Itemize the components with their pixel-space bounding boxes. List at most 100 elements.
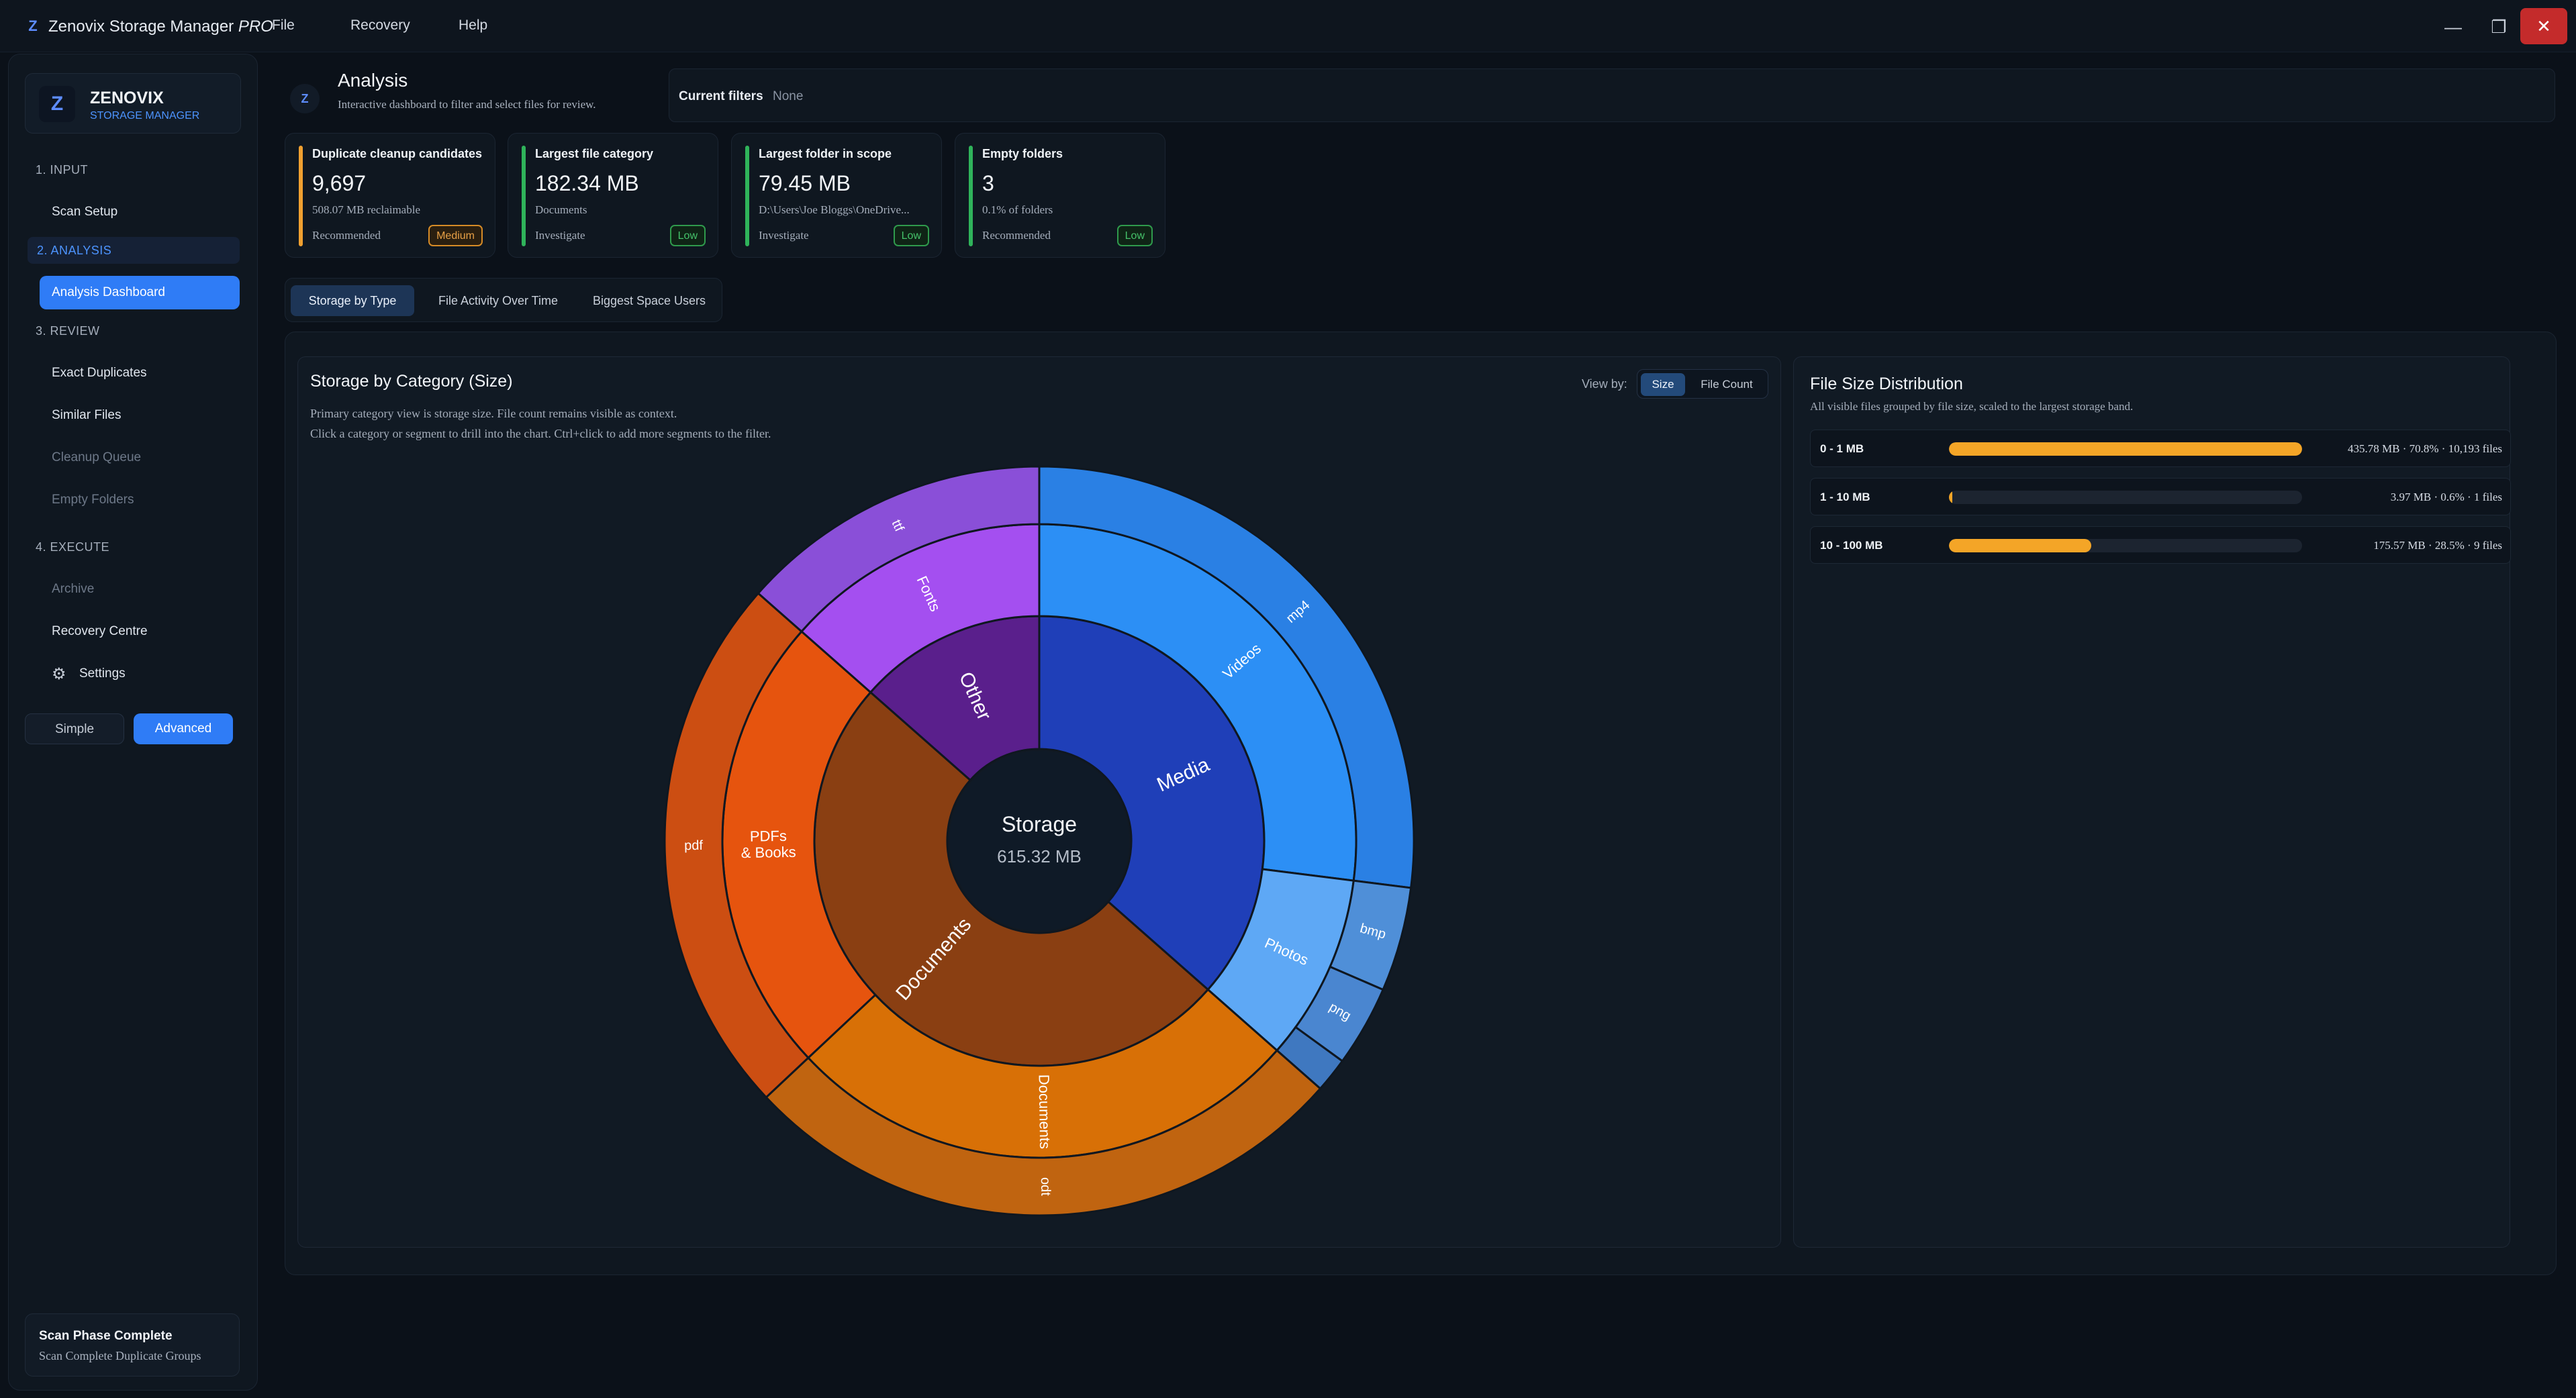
row-bar-fill <box>1949 491 1952 504</box>
sidebar-item-similar-files[interactable]: Similar Files <box>52 408 122 422</box>
kpi-duplicates[interactable]: Duplicate cleanup candidates 9,697 508.0… <box>285 133 495 258</box>
app-title: Zenovix Storage Manager PRO <box>48 17 273 36</box>
priority-badge: Low <box>1116 225 1153 246</box>
kpi-action: Investigate <box>759 229 809 242</box>
tab-biggest-space-users[interactable]: Biggest Space Users <box>592 294 706 307</box>
kpi-subtitle: 0.1% of folders <box>982 203 1053 216</box>
viewby-label: View by: <box>1582 377 1627 391</box>
kpi-accent <box>969 146 973 246</box>
row-label: 10 - 100 MB <box>1820 539 1883 552</box>
kpi-accent <box>745 146 749 246</box>
storage-chart-card: Media Documents Other Videos Photos Documents… <box>297 356 1781 1248</box>
filters-label: Current filters <box>679 89 763 103</box>
filters-value: None <box>773 89 804 103</box>
chart-title: Storage by Category (Size) <box>310 372 513 391</box>
restore-icon[interactable]: ❐ <box>2491 17 2507 37</box>
row-label: 0 - 1 MB <box>1820 442 1864 455</box>
kpi-value: 9,697 <box>312 171 367 195</box>
scan-status-card: Scan Phase Complete Scan Complete Duplic… <box>25 1313 240 1377</box>
close-icon[interactable]: ✕ <box>2520 8 2567 44</box>
sidebar-item-analysis-dashboard[interactable]: Analysis Dashboard <box>40 276 240 309</box>
page-title: Analysis <box>338 70 408 91</box>
mode-advanced-button[interactable]: Advanced <box>134 713 233 744</box>
status-subtitle: Scan Complete Duplicate Groups <box>39 1349 201 1362</box>
sidebar-item-settings[interactable]: Settings <box>79 666 126 681</box>
row-value: 175.57 MB · 28.5% · 9 files <box>2373 539 2502 552</box>
menu-help[interactable]: Help <box>459 17 488 33</box>
view-tabs: Storage by Type File Activity Over Time … <box>285 278 722 322</box>
viewby-toggle: Size File Count <box>1637 369 1768 399</box>
kpi-action: Recommended <box>312 229 381 242</box>
sunburst-label: pdf <box>684 838 704 853</box>
section-review: 3. REVIEW <box>36 324 100 338</box>
brand-logo-icon: Z <box>39 86 75 122</box>
sidebar-item-exact-duplicates[interactable]: Exact Duplicates <box>52 366 147 380</box>
tab-file-activity[interactable]: File Activity Over Time <box>438 294 559 307</box>
priority-badge: Low <box>669 225 706 246</box>
kpi-title: Duplicate cleanup candidates <box>312 147 483 160</box>
sidebar-item-empty-folders[interactable]: Empty Folders <box>52 493 134 507</box>
distribution-title: File Size Distribution <box>1810 375 1963 393</box>
minimize-icon[interactable]: — <box>2444 17 2462 37</box>
sunburst-center[interactable] <box>949 751 1129 931</box>
sidebar-item-scan-setup[interactable]: Scan Setup <box>52 205 118 219</box>
row-bar <box>1949 442 2302 456</box>
sidebar-item-recovery-centre[interactable]: Recovery Centre <box>52 624 148 638</box>
kpi-title: Largest folder in scope <box>759 147 892 160</box>
row-bar <box>1949 539 2302 552</box>
priority-badge: Low <box>893 225 929 246</box>
sunburst-chart[interactable]: MediaDocumentsOtherVideosPhotosDocuments… <box>298 357 1782 1248</box>
kpi-accent <box>522 146 526 246</box>
kpi-largest-category[interactable]: Largest file category 182.34 MB Document… <box>508 133 718 258</box>
sidebar-item-cleanup-queue[interactable]: Cleanup Queue <box>52 450 142 464</box>
distribution-row[interactable]: 1 - 10 MB 3.97 MB · 0.6% · 1 files <box>1810 478 2511 515</box>
sunburst-label: PDFs& Books <box>741 827 796 860</box>
distribution-row[interactable]: 10 - 100 MB 175.57 MB · 28.5% · 9 files <box>1810 526 2511 564</box>
row-label: 1 - 10 MB <box>1820 491 1870 503</box>
app-logo-icon: Z <box>28 17 38 34</box>
viewby-size-button[interactable]: Size <box>1641 373 1685 396</box>
kpi-largest-folder[interactable]: Largest folder in scope 79.45 MB D:\User… <box>731 133 942 258</box>
sunburst-segment[interactable] <box>757 465 1041 633</box>
brand-name: ZENOVIX <box>90 89 164 107</box>
current-filters-bar: Current filters None <box>669 68 2555 122</box>
kpi-title: Largest file category <box>535 147 654 160</box>
sunburst-label: Documents <box>1036 1075 1054 1150</box>
size-distribution-card: File Size Distribution All visible files… <box>1793 356 2511 1248</box>
kpi-action: Investigate <box>535 229 585 242</box>
kpi-action: Recommended <box>982 229 1051 242</box>
page-subtitle: Interactive dashboard to filter and sele… <box>338 98 596 111</box>
section-analysis[interactable]: 2. ANALYSIS <box>28 237 240 264</box>
sidebar: Z ZENOVIX STORAGE MANAGER 1. INPUT Scan … <box>8 54 258 1391</box>
distribution-subtitle: All visible files grouped by file size, … <box>1810 400 2134 413</box>
distribution-row[interactable]: 0 - 1 MB 435.78 MB · 70.8% · 10,193 file… <box>1810 430 2511 467</box>
kpi-subtitle: 508.07 MB reclaimable <box>312 203 420 216</box>
row-bar <box>1949 491 2302 504</box>
kpi-subtitle: D:\Users\Joe Bloggs\OneDrive... <box>759 203 910 216</box>
sidebar-item-archive[interactable]: Archive <box>52 582 95 596</box>
chart-description: Primary category view is storage size. F… <box>310 407 677 420</box>
kpi-subtitle: Documents <box>535 203 587 216</box>
row-value: 3.97 MB · 0.6% · 1 files <box>2390 491 2502 503</box>
tab-storage-by-type[interactable]: Storage by Type <box>291 285 414 316</box>
viewby-count-button[interactable]: File Count <box>1701 378 1753 391</box>
sunburst-label: odt <box>1038 1177 1053 1197</box>
kpi-accent <box>299 146 303 246</box>
row-value: 435.78 MB · 70.8% · 10,193 files <box>2348 442 2502 455</box>
section-execute: 4. EXECUTE <box>36 540 110 554</box>
gear-icon: ⚙ <box>52 665 66 683</box>
row-bar-fill <box>1949 442 2302 456</box>
mode-simple-button[interactable]: Simple <box>25 713 124 744</box>
title-bar: Z Zenovix Storage Manager PRO File Recov… <box>0 0 2576 52</box>
menu-recovery[interactable]: Recovery <box>350 17 410 33</box>
priority-badge: Medium <box>428 225 483 246</box>
menu-file[interactable]: File <box>272 17 295 33</box>
center-value: 615.32 MB <box>997 846 1082 866</box>
kpi-value: 182.34 MB <box>535 171 639 195</box>
center-label: Storage <box>1002 812 1077 836</box>
kpi-value: 79.45 MB <box>759 171 851 195</box>
kpi-empty-folders[interactable]: Empty folders 3 0.1% of folders Recommen… <box>955 133 1165 258</box>
brand-subtitle: STORAGE MANAGER <box>90 110 200 121</box>
status-title: Scan Phase Complete <box>39 1329 173 1343</box>
brand-card: Z ZENOVIX STORAGE MANAGER <box>25 73 241 134</box>
